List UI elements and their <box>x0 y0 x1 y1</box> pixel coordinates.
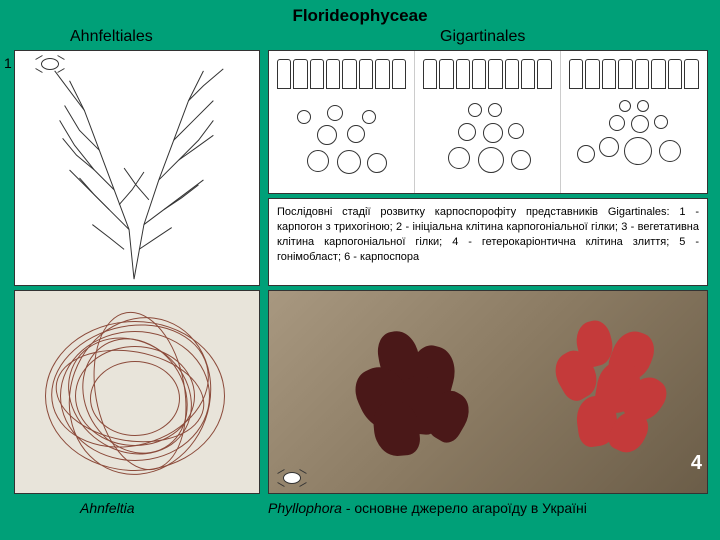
panel-phyllophora-photo <box>268 290 708 494</box>
spore-icon-2 <box>277 469 307 487</box>
subtitle-right: Gigartinales <box>440 28 525 46</box>
label-4: 4 <box>691 452 702 475</box>
label-1: 1 <box>4 55 12 71</box>
page-title: Florideophyceae <box>0 6 720 26</box>
alga-red <box>527 321 677 471</box>
alga-dark <box>339 331 489 461</box>
diagram-stage-2 <box>415 51 561 193</box>
tangle-bg <box>15 291 259 493</box>
subtitle-left: Ahnfeltiales <box>70 28 153 46</box>
description-text: Послідовні стадії розвитку карпоспорофіт… <box>277 205 699 264</box>
caption-genus: Phyllophora <box>268 500 342 516</box>
panel-description: Послідовні стадії розвитку карпоспорофіт… <box>268 198 708 286</box>
panel-branching-drawing <box>14 50 260 286</box>
caption-rest: - основне джерело агароїду в Україні <box>342 500 587 516</box>
branching-svg <box>15 51 259 285</box>
panel-cell-diagram <box>268 50 708 194</box>
photo-bg <box>269 291 707 493</box>
panel-tangle-photo <box>14 290 260 494</box>
caption-ahnfeltia: Ahnfeltia <box>80 500 134 516</box>
diagram-stage-3 <box>561 51 707 193</box>
caption-phyllophora: Phyllophora - основне джерело агароїду в… <box>268 500 587 516</box>
diagram-stage-1 <box>269 51 415 193</box>
